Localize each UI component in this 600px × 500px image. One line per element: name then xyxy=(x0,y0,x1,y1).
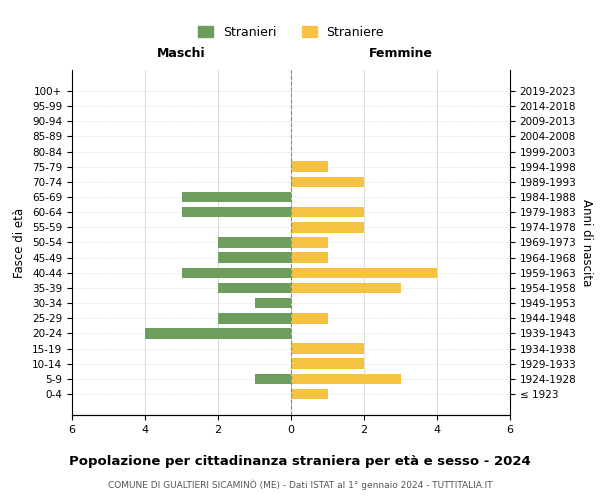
Text: COMUNE DI GUALTIERI SICAMINÒ (ME) - Dati ISTAT al 1° gennaio 2024 - TUTTITALIA.I: COMUNE DI GUALTIERI SICAMINÒ (ME) - Dati… xyxy=(107,480,493,490)
Bar xyxy=(291,358,364,369)
Bar xyxy=(218,237,291,248)
Bar xyxy=(291,222,364,232)
Bar xyxy=(291,176,364,187)
Bar xyxy=(145,328,291,338)
Bar xyxy=(218,313,291,324)
Text: Maschi: Maschi xyxy=(157,46,206,60)
Bar xyxy=(254,374,291,384)
Y-axis label: Fasce di età: Fasce di età xyxy=(13,208,26,278)
Bar xyxy=(182,268,291,278)
Bar xyxy=(291,282,401,294)
Bar xyxy=(291,268,437,278)
Bar xyxy=(218,282,291,294)
Text: Popolazione per cittadinanza straniera per età e sesso - 2024: Popolazione per cittadinanza straniera p… xyxy=(69,455,531,468)
Bar xyxy=(291,374,401,384)
Legend: Stranieri, Straniere: Stranieri, Straniere xyxy=(193,21,389,44)
Bar xyxy=(291,207,364,218)
Bar xyxy=(291,237,328,248)
Bar xyxy=(182,192,291,202)
Bar xyxy=(182,207,291,218)
Text: Femmine: Femmine xyxy=(368,46,433,60)
Bar xyxy=(291,252,328,263)
Bar xyxy=(291,162,328,172)
Bar xyxy=(254,298,291,308)
Bar xyxy=(291,344,364,354)
Bar xyxy=(291,388,328,400)
Bar xyxy=(218,252,291,263)
Bar xyxy=(291,313,328,324)
Y-axis label: Anni di nascita: Anni di nascita xyxy=(580,199,593,286)
